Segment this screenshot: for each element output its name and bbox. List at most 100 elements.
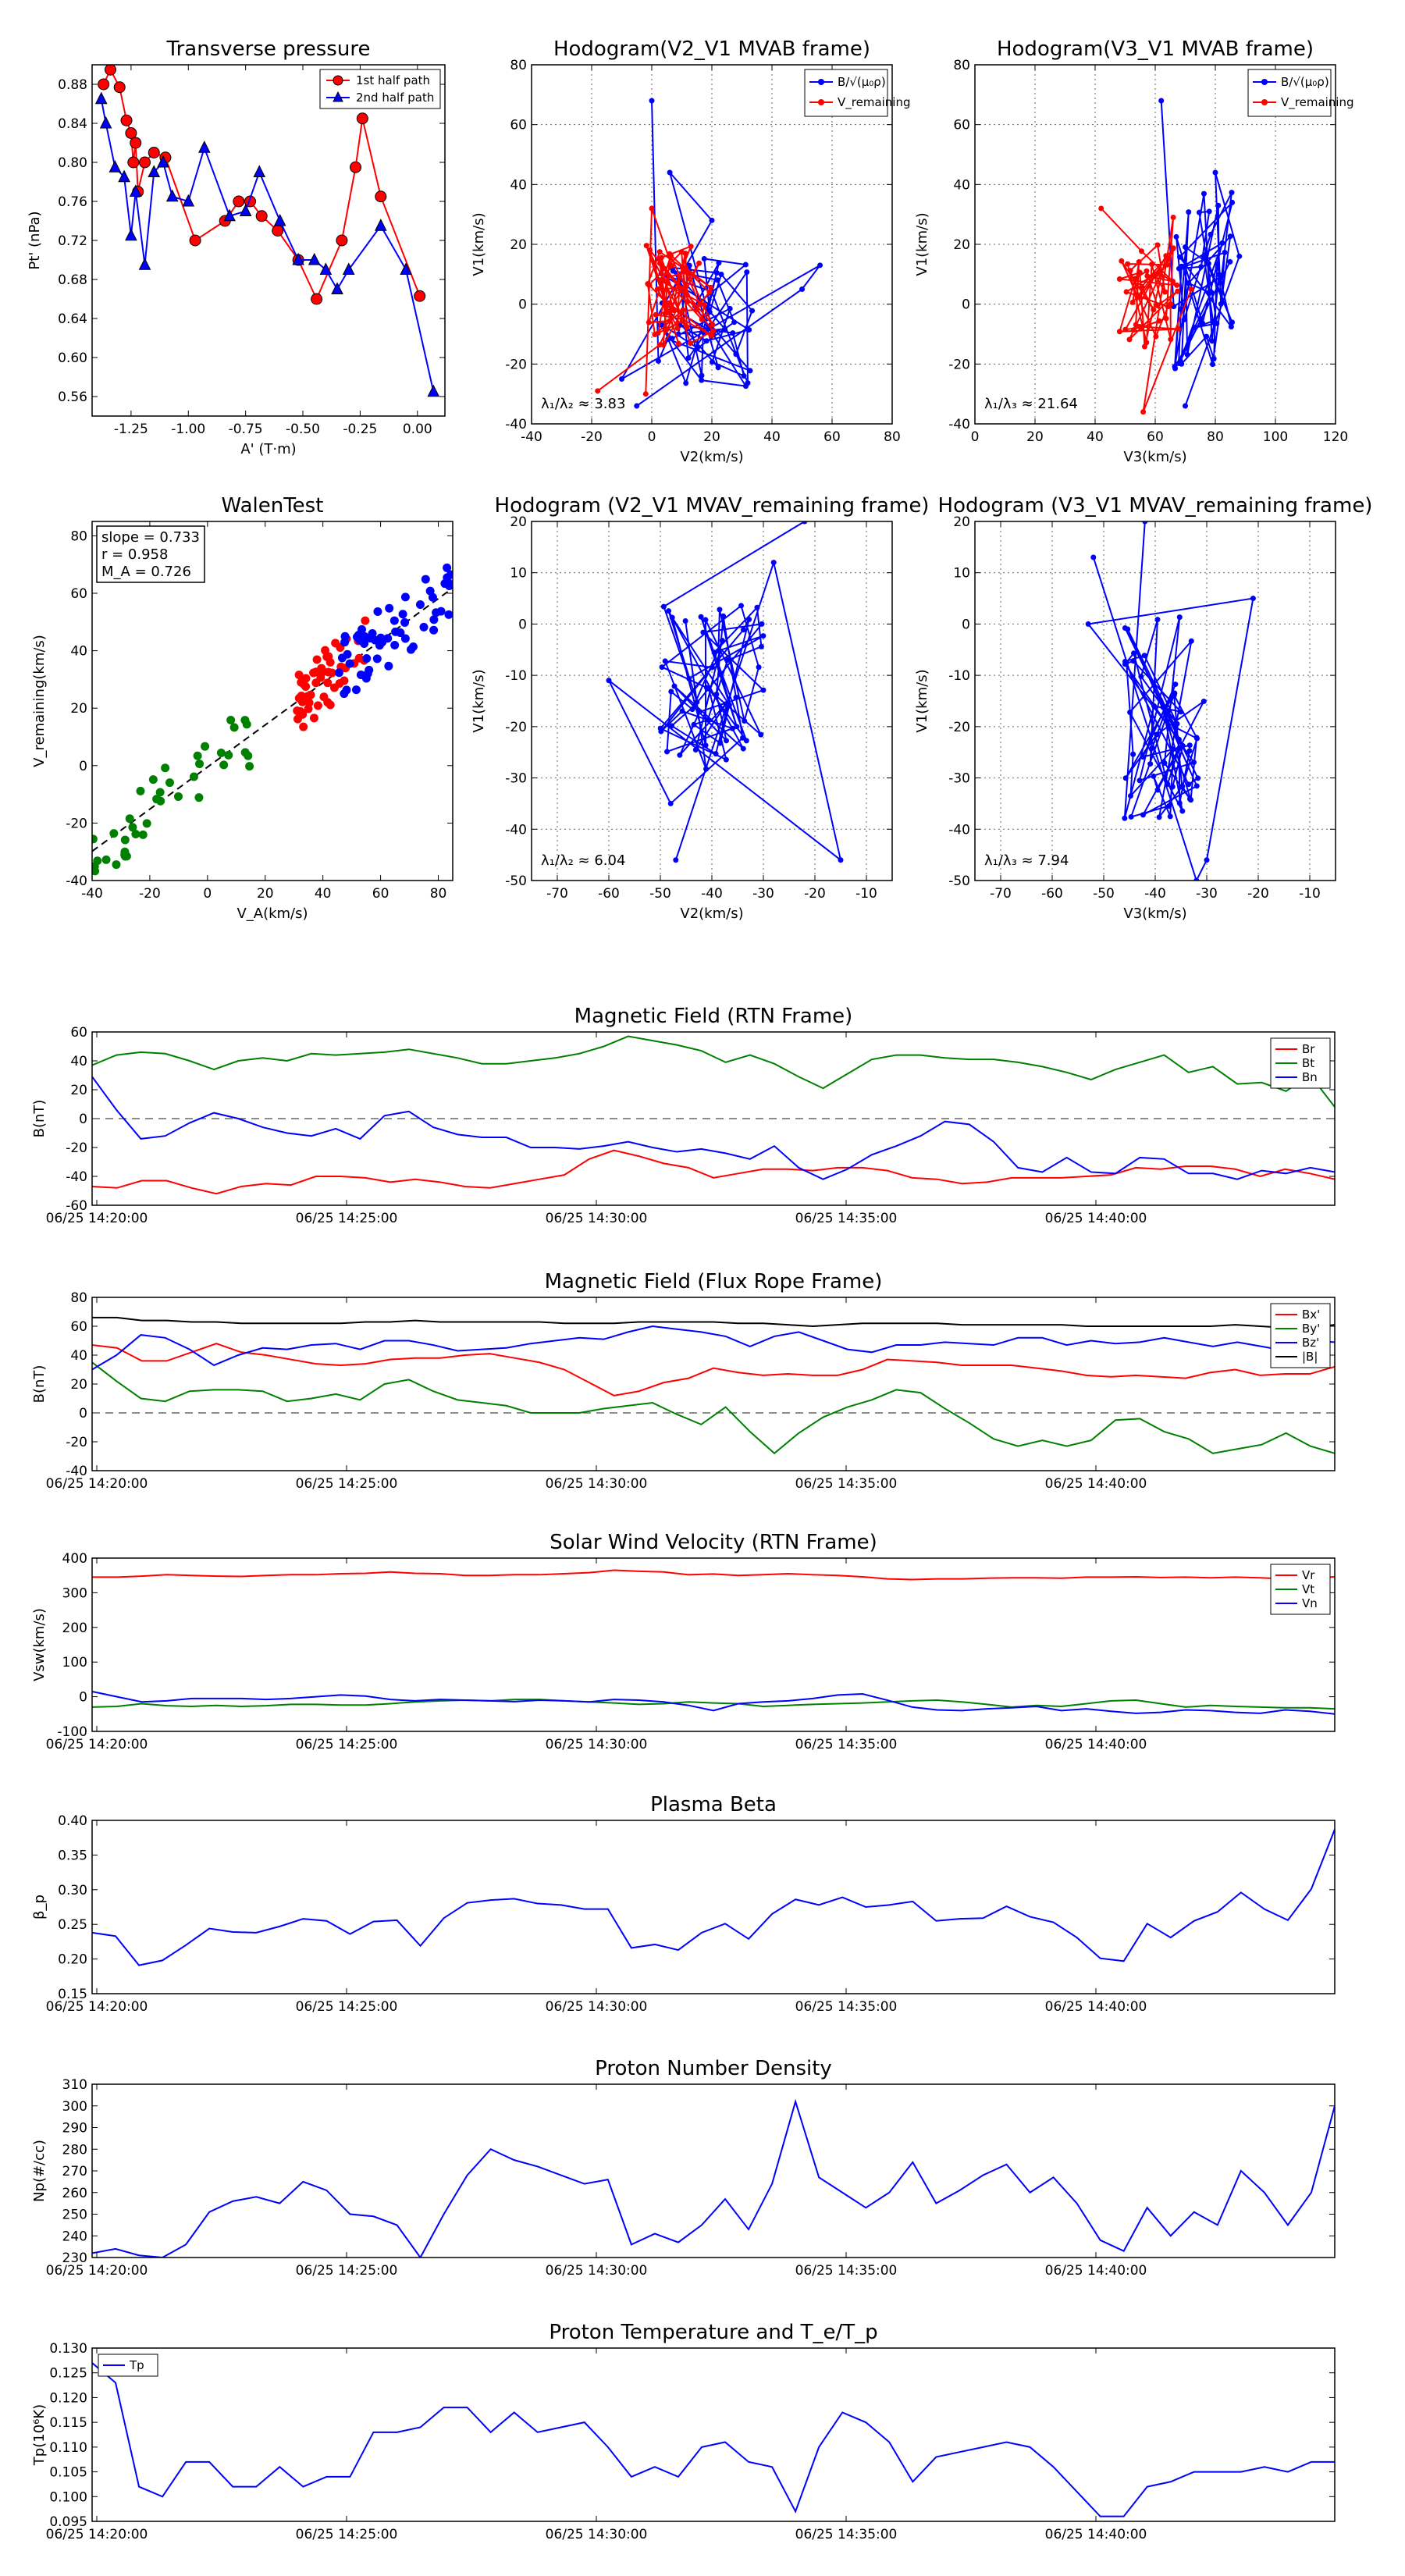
- legend-label: Tp: [129, 2358, 144, 2372]
- b-field-point: [719, 637, 725, 643]
- y-tick-label: 20: [510, 237, 527, 253]
- data-point: [304, 704, 313, 713]
- b-field-point: [668, 688, 674, 695]
- y-tick-label: 40: [70, 1348, 87, 1364]
- data-point: [408, 642, 418, 651]
- v-remaining-point: [1136, 259, 1142, 265]
- b-field-point: [1151, 703, 1158, 709]
- y-tick-label: 0: [518, 617, 527, 632]
- plot-frame: [531, 64, 893, 425]
- b-field-point: [758, 731, 764, 738]
- x-tick-label: 06/25 14:25:00: [296, 1737, 398, 1752]
- data-point: [165, 189, 179, 202]
- data-point: [444, 610, 453, 619]
- b-field-point: [1197, 317, 1204, 323]
- v-remaining-point: [1139, 283, 1145, 290]
- b-field-point: [1188, 638, 1194, 644]
- v-remaining-point: [664, 279, 670, 285]
- b-field-point: [1214, 261, 1220, 267]
- data-point: [356, 112, 368, 125]
- b-field-point: [1200, 253, 1207, 259]
- b-field-point: [1192, 324, 1198, 330]
- y-tick-label: 0.76: [58, 194, 87, 210]
- x-tick-label: 06/25 14:40:00: [1045, 2527, 1147, 2542]
- data-point: [131, 830, 140, 839]
- data-point: [229, 723, 239, 732]
- b-field-point: [1216, 272, 1222, 278]
- x-tick-label: 40: [1087, 429, 1104, 445]
- b-field-point: [669, 614, 675, 621]
- data-point: [384, 661, 393, 671]
- v-remaining-point: [1125, 261, 1131, 267]
- b-field-point: [695, 345, 701, 351]
- data-point: [108, 160, 122, 173]
- eigenvalue-ratio: λ₁/λ₂ ≈ 6.04: [541, 852, 625, 869]
- y-tick-label: 0: [518, 297, 527, 313]
- b-field-point: [1160, 704, 1166, 710]
- data-point: [400, 617, 410, 627]
- y-tick-label: 40: [70, 1054, 87, 1069]
- y-tick-label: -20: [66, 1140, 87, 1156]
- v-remaining-point: [662, 311, 668, 317]
- v-remaining-point: [649, 205, 655, 212]
- b-field-point: [1190, 760, 1197, 766]
- legend-label: Vr: [1302, 1568, 1315, 1582]
- y-axis-label: Tp(10⁶K): [31, 2404, 48, 2466]
- data-point: [308, 252, 321, 265]
- data-point: [109, 829, 119, 838]
- series-group: [92, 2098, 1335, 2258]
- b-field-point: [724, 657, 731, 664]
- data-point: [373, 607, 382, 616]
- data-point: [161, 763, 170, 773]
- v-remaining-point: [696, 260, 702, 266]
- b-field-point: [1122, 624, 1128, 631]
- y-tick-label: 80: [70, 528, 87, 544]
- v-remaining-point: [1131, 327, 1137, 333]
- x-tick-label: 06/25 14:40:00: [1045, 2263, 1147, 2279]
- data-point: [113, 81, 126, 94]
- x-tick-label: -10: [855, 886, 877, 902]
- series-group: [92, 1569, 1335, 1715]
- chart-title: WalenTest: [222, 494, 324, 518]
- v-remaining-point: [1154, 302, 1161, 308]
- data-point: [385, 603, 394, 613]
- data-point: [255, 210, 268, 222]
- b-field-point: [1140, 754, 1146, 760]
- x-tick-label: 20: [1026, 429, 1044, 445]
- x-tick-label: 06/25 14:40:00: [1045, 1476, 1147, 1492]
- y-tick-label: 0.130: [49, 2341, 87, 2357]
- data-point: [311, 293, 323, 305]
- y-tick-label: 0.110: [49, 2440, 87, 2456]
- x-tick-label: -20: [139, 886, 161, 902]
- x-tick-label: 06/25 14:35:00: [795, 1999, 898, 2015]
- y-tick-label: -20: [948, 357, 970, 372]
- b-field-point: [756, 664, 762, 671]
- data-point: [350, 161, 362, 173]
- data-point: [165, 778, 174, 788]
- b-field-point: [760, 687, 767, 693]
- stats-box: [96, 525, 205, 583]
- b-field-point: [1211, 356, 1217, 362]
- b-field-point: [1154, 731, 1160, 738]
- b-field-point: [703, 766, 710, 772]
- y-axis-label: Np(#/cc): [31, 2140, 48, 2202]
- data-point: [414, 290, 426, 302]
- b-field-point: [694, 699, 700, 705]
- v-remaining-point: [1174, 282, 1180, 288]
- b-field-point: [746, 327, 752, 333]
- y-tick-label: 0.15: [58, 1987, 87, 2002]
- data-point: [427, 384, 440, 397]
- plot-frame: [531, 521, 893, 881]
- data-point: [329, 683, 339, 692]
- data-point: [226, 716, 236, 725]
- data-point: [92, 834, 98, 844]
- v-remaining-point: [710, 328, 717, 334]
- x-tick-label: 06/25 14:20:00: [46, 2527, 148, 2542]
- v-remaining-point: [1127, 268, 1133, 274]
- x-tick-label: 06/25 14:30:00: [546, 1211, 648, 1226]
- b-field-point: [715, 365, 721, 371]
- data-point: [94, 91, 108, 105]
- v-remaining-point: [677, 273, 683, 279]
- b-field-point: [1195, 775, 1201, 781]
- b-field-point: [699, 377, 705, 383]
